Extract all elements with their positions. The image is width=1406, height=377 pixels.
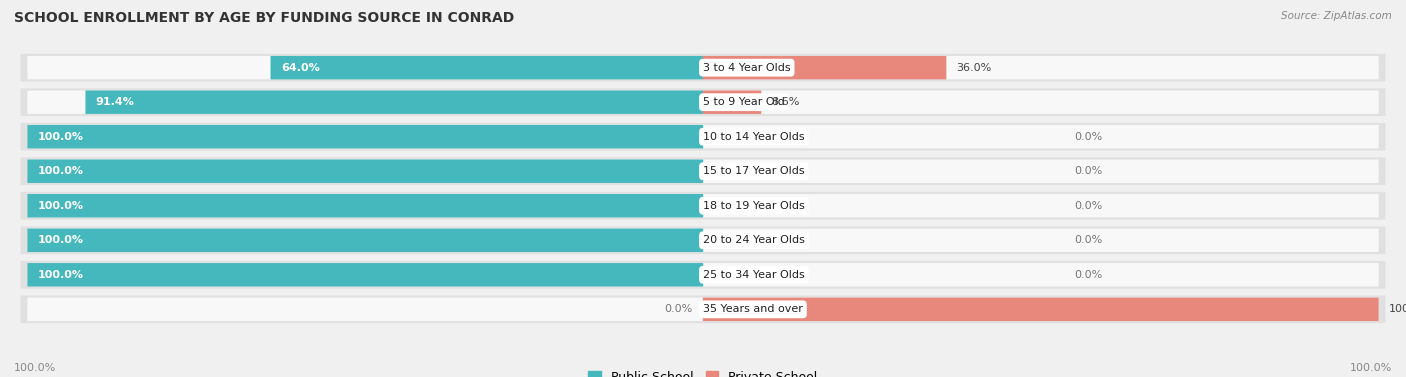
FancyBboxPatch shape — [21, 158, 1385, 185]
Text: 64.0%: 64.0% — [281, 63, 319, 73]
Text: 0.0%: 0.0% — [1074, 201, 1102, 211]
Text: 5 to 9 Year Old: 5 to 9 Year Old — [703, 97, 785, 107]
Text: 0.0%: 0.0% — [1074, 235, 1102, 245]
FancyBboxPatch shape — [27, 228, 1379, 252]
FancyBboxPatch shape — [21, 227, 1385, 254]
FancyBboxPatch shape — [27, 56, 1379, 80]
Text: 100.0%: 100.0% — [38, 132, 84, 142]
FancyBboxPatch shape — [703, 56, 946, 80]
Text: 20 to 24 Year Olds: 20 to 24 Year Olds — [703, 235, 804, 245]
FancyBboxPatch shape — [270, 56, 703, 80]
FancyBboxPatch shape — [27, 159, 703, 183]
FancyBboxPatch shape — [27, 297, 1379, 321]
Text: 10 to 14 Year Olds: 10 to 14 Year Olds — [703, 132, 804, 142]
FancyBboxPatch shape — [27, 159, 1379, 183]
FancyBboxPatch shape — [27, 194, 1379, 218]
FancyBboxPatch shape — [27, 125, 1379, 149]
Text: 0.0%: 0.0% — [1074, 166, 1102, 176]
FancyBboxPatch shape — [21, 296, 1385, 323]
FancyBboxPatch shape — [21, 54, 1385, 81]
Text: 15 to 17 Year Olds: 15 to 17 Year Olds — [703, 166, 804, 176]
Text: 36.0%: 36.0% — [956, 63, 991, 73]
Text: 0.0%: 0.0% — [1074, 270, 1102, 280]
Text: 0.0%: 0.0% — [1074, 132, 1102, 142]
Text: 100.0%: 100.0% — [38, 166, 84, 176]
Legend: Public School, Private School: Public School, Private School — [583, 366, 823, 377]
Text: 100.0%: 100.0% — [14, 363, 56, 373]
Text: 100.0%: 100.0% — [1350, 363, 1392, 373]
FancyBboxPatch shape — [27, 125, 703, 149]
Text: 100.0%: 100.0% — [38, 235, 84, 245]
Text: 0.0%: 0.0% — [665, 304, 693, 314]
Text: Source: ZipAtlas.com: Source: ZipAtlas.com — [1281, 11, 1392, 21]
FancyBboxPatch shape — [86, 90, 703, 114]
FancyBboxPatch shape — [27, 263, 703, 287]
FancyBboxPatch shape — [703, 297, 1379, 321]
FancyBboxPatch shape — [703, 90, 761, 114]
Text: 100.0%: 100.0% — [38, 201, 84, 211]
Text: 3 to 4 Year Olds: 3 to 4 Year Olds — [703, 63, 790, 73]
FancyBboxPatch shape — [27, 194, 703, 218]
FancyBboxPatch shape — [21, 123, 1385, 150]
FancyBboxPatch shape — [27, 90, 1379, 114]
FancyBboxPatch shape — [21, 261, 1385, 289]
FancyBboxPatch shape — [27, 228, 703, 252]
FancyBboxPatch shape — [21, 88, 1385, 116]
Text: 91.4%: 91.4% — [96, 97, 135, 107]
Text: SCHOOL ENROLLMENT BY AGE BY FUNDING SOURCE IN CONRAD: SCHOOL ENROLLMENT BY AGE BY FUNDING SOUR… — [14, 11, 515, 25]
Text: 8.6%: 8.6% — [772, 97, 800, 107]
Text: 25 to 34 Year Olds: 25 to 34 Year Olds — [703, 270, 804, 280]
Text: 100.0%: 100.0% — [1389, 304, 1406, 314]
FancyBboxPatch shape — [27, 263, 1379, 287]
Text: 18 to 19 Year Olds: 18 to 19 Year Olds — [703, 201, 804, 211]
FancyBboxPatch shape — [21, 192, 1385, 219]
Text: 100.0%: 100.0% — [38, 270, 84, 280]
Text: 35 Years and over: 35 Years and over — [703, 304, 803, 314]
